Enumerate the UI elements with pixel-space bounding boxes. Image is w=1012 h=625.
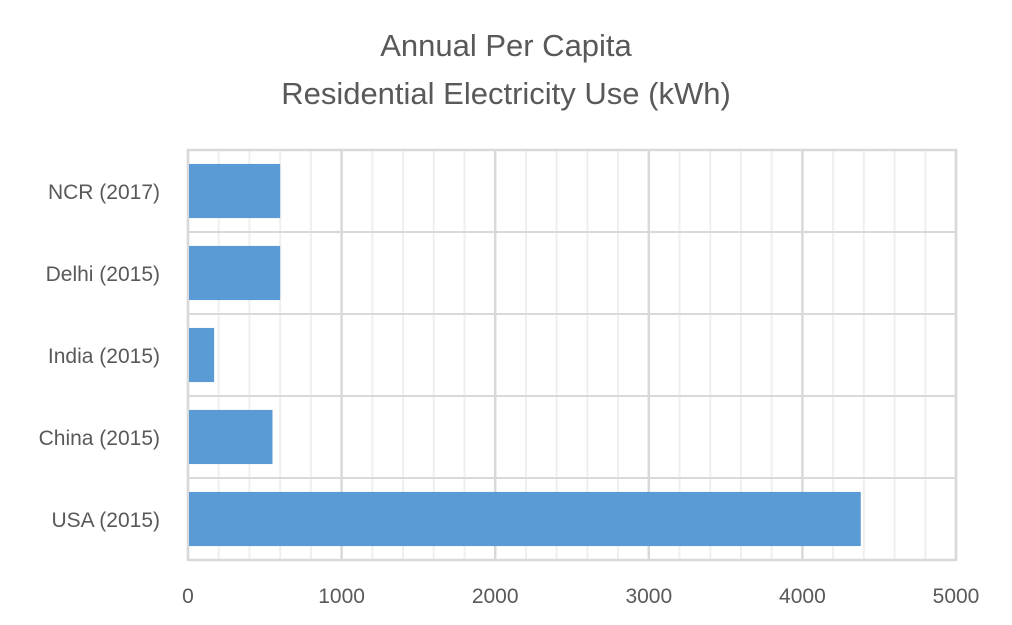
bar (189, 491, 861, 547)
category-label: NCR (2017) (48, 181, 160, 204)
x-tick-label: 2000 (472, 585, 519, 608)
category-label: China (2015) (39, 427, 160, 450)
category-label: Delhi (2015) (46, 263, 160, 286)
bar (189, 163, 281, 219)
x-tick-label: 1000 (318, 585, 365, 608)
x-tick-label: 3000 (625, 585, 672, 608)
category-label: USA (2015) (51, 509, 160, 532)
chart-title-line-2: Residential Electricity Use (kWh) (281, 76, 731, 111)
bar (189, 327, 215, 383)
chart-title-line-1: Annual Per Capita (380, 28, 632, 63)
x-tick-label: 0 (182, 585, 194, 608)
plot-border (186, 148, 958, 562)
category-label: India (2015) (48, 345, 160, 368)
bar (189, 409, 273, 465)
bar (189, 245, 281, 301)
x-tick-label: 4000 (779, 585, 826, 608)
x-tick-label: 5000 (933, 585, 980, 608)
